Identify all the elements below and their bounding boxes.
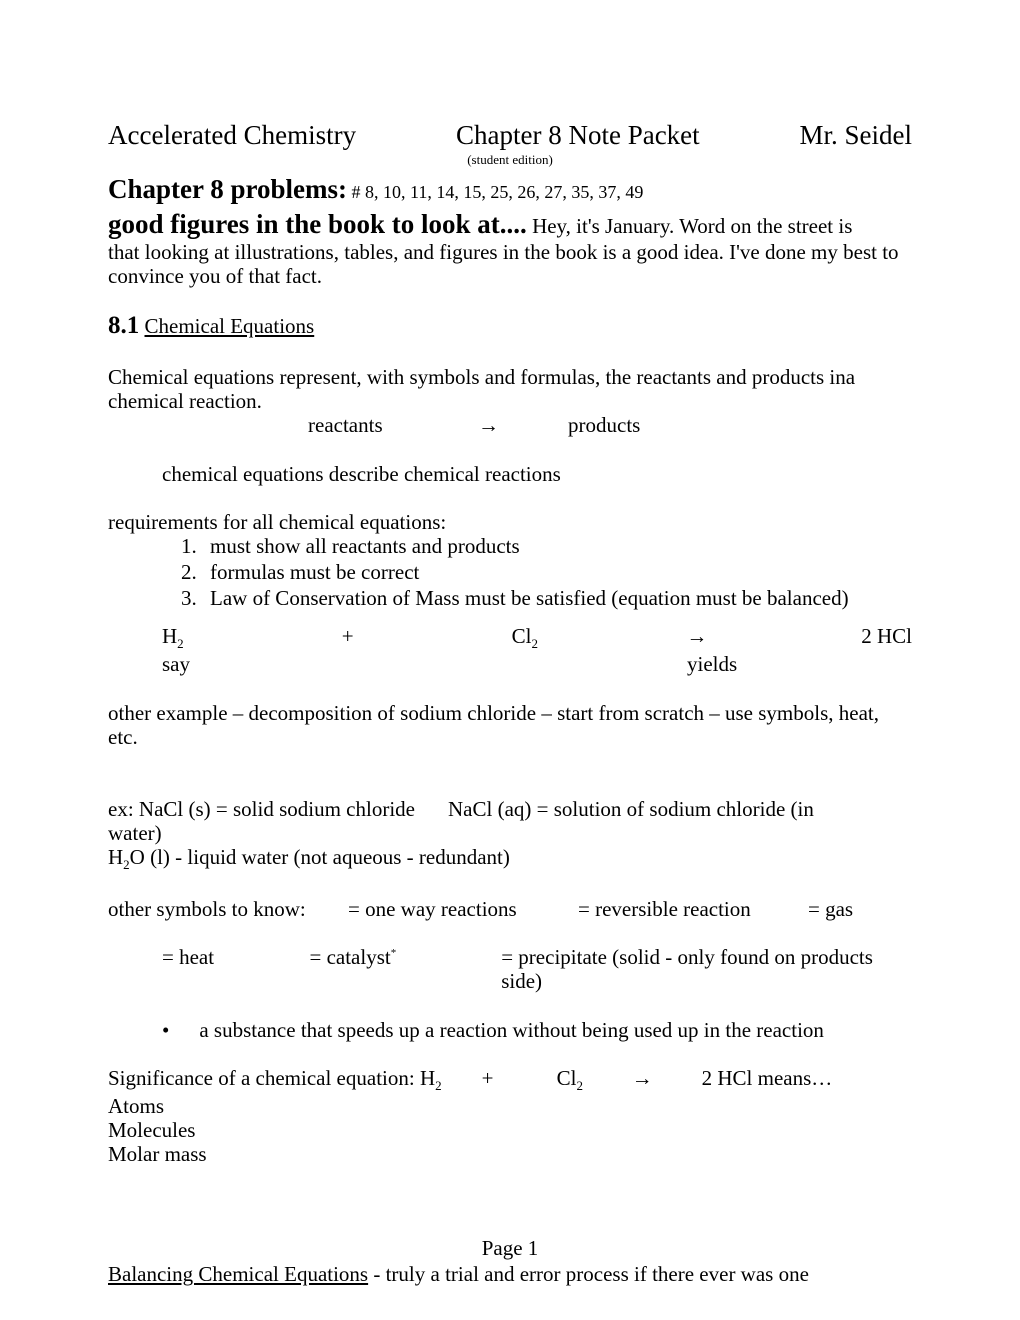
requirement-item: must show all reactants and products: [202, 534, 912, 558]
header-right: Mr. Seidel: [800, 120, 913, 151]
header-center: Chapter 8 Note Packet: [456, 120, 700, 151]
symbols-row-2: = heat = catalyst* = precipitate (solid …: [162, 945, 912, 993]
nacl-aq: NaCl (aq) = solution of sodium chloride …: [448, 797, 814, 821]
intro-text: Chemical equations represent, with symbo…: [108, 365, 912, 413]
products-label: products: [568, 413, 640, 437]
bullet-icon: •: [162, 1018, 169, 1042]
sig-product: 2 HCl means…: [702, 1066, 833, 1094]
page-number: Page 1: [108, 1236, 912, 1260]
symbols-label: other symbols to know:: [108, 897, 308, 921]
problems-list: # 8, 10, 11, 14, 15, 25, 26, 27, 35, 37,…: [347, 182, 643, 202]
sig-molecules: Molecules: [108, 1118, 912, 1142]
document-header: Accelerated Chemistry Chapter 8 Note Pac…: [108, 120, 912, 151]
symbols-row-1: other symbols to know: = one way reactio…: [108, 897, 912, 921]
significance-row: Significance of a chemical equation: H2 …: [108, 1066, 912, 1094]
section-number: 8.1: [108, 312, 139, 339]
bullet-text: a substance that speeds up a reaction wi…: [199, 1018, 824, 1042]
figures-inline: Hey, it's January. Word on the street is: [527, 214, 853, 238]
sym-reversible: = reversible reaction: [578, 897, 808, 921]
eq-cl2: Cl2: [512, 624, 687, 652]
equation-row: H2 + Cl2 → 2 HCl: [162, 624, 912, 652]
equation-say-row: say yields: [162, 652, 912, 676]
requirement-item: Law of Conservation of Mass must be sati…: [202, 586, 912, 610]
figures-continuation: that looking at illustrations, tables, a…: [108, 240, 912, 288]
requirements-heading: requirements for all chemical equations:: [108, 510, 912, 534]
nacl-solid: ex: NaCl (s) = solid sodium chloride: [108, 797, 448, 821]
sig-plus: +: [482, 1066, 557, 1094]
figures-block: good figures in the book to look at.... …: [108, 209, 912, 288]
reactants-label: reactants: [308, 413, 478, 437]
sig-label: Significance of a chemical equation: H2: [108, 1066, 442, 1094]
h2o-line: H2O (l) - liquid water (not aqueous - re…: [108, 845, 912, 873]
bullet-row: • a substance that speeds up a reaction …: [162, 1018, 912, 1042]
sym-heat: = heat: [162, 945, 309, 993]
problems-row: Chapter 8 problems: # 8, 10, 11, 14, 15,…: [108, 174, 912, 205]
eq-say: say: [162, 652, 687, 676]
example-nacl-row: ex: NaCl (s) = solid sodium chloride NaC…: [108, 797, 912, 821]
arrow-symbol: →: [478, 413, 568, 437]
eq-product: 2 HCl: [861, 624, 912, 652]
sym-precipitate: = precipitate (solid - only found on pro…: [501, 945, 912, 993]
section-title: Chemical Equations: [145, 314, 315, 338]
sym-oneway: = one way reactions: [348, 897, 578, 921]
sym-catalyst: = catalyst*: [309, 945, 501, 993]
problems-label: Chapter 8 problems:: [108, 174, 347, 204]
nacl-water: water): [108, 821, 912, 845]
eq-arrow: →: [686, 624, 861, 652]
eq-plus: +: [342, 624, 512, 652]
eq-h2: H2: [162, 624, 342, 652]
figures-label: good figures in the book to look at....: [108, 209, 527, 239]
header-left: Accelerated Chemistry: [108, 120, 356, 151]
sym-gas: = gas: [808, 897, 853, 921]
other-example: other example – decomposition of sodium …: [108, 701, 912, 749]
sig-atoms: Atoms: [108, 1094, 912, 1118]
sig-cl2: Cl2: [557, 1066, 632, 1094]
requirement-item: formulas must be correct: [202, 560, 912, 584]
header-subtitle: (student edition): [108, 153, 912, 168]
balancing-rest: - truly a trial and error process if the…: [368, 1262, 809, 1286]
requirements-list: must show all reactants and products for…: [202, 534, 912, 610]
sig-arrow: →: [632, 1066, 702, 1094]
balancing-line: Balancing Chemical Equations - truly a t…: [108, 1262, 912, 1286]
section-header: 8.1 Chemical Equations: [108, 312, 912, 341]
sig-molarmass: Molar mass: [108, 1142, 912, 1166]
reactants-products-row: reactants → products: [308, 413, 912, 437]
describe-text: chemical equations describe chemical rea…: [162, 462, 912, 486]
eq-yields: yields: [687, 652, 737, 676]
balancing-title: Balancing Chemical Equations: [108, 1262, 368, 1286]
